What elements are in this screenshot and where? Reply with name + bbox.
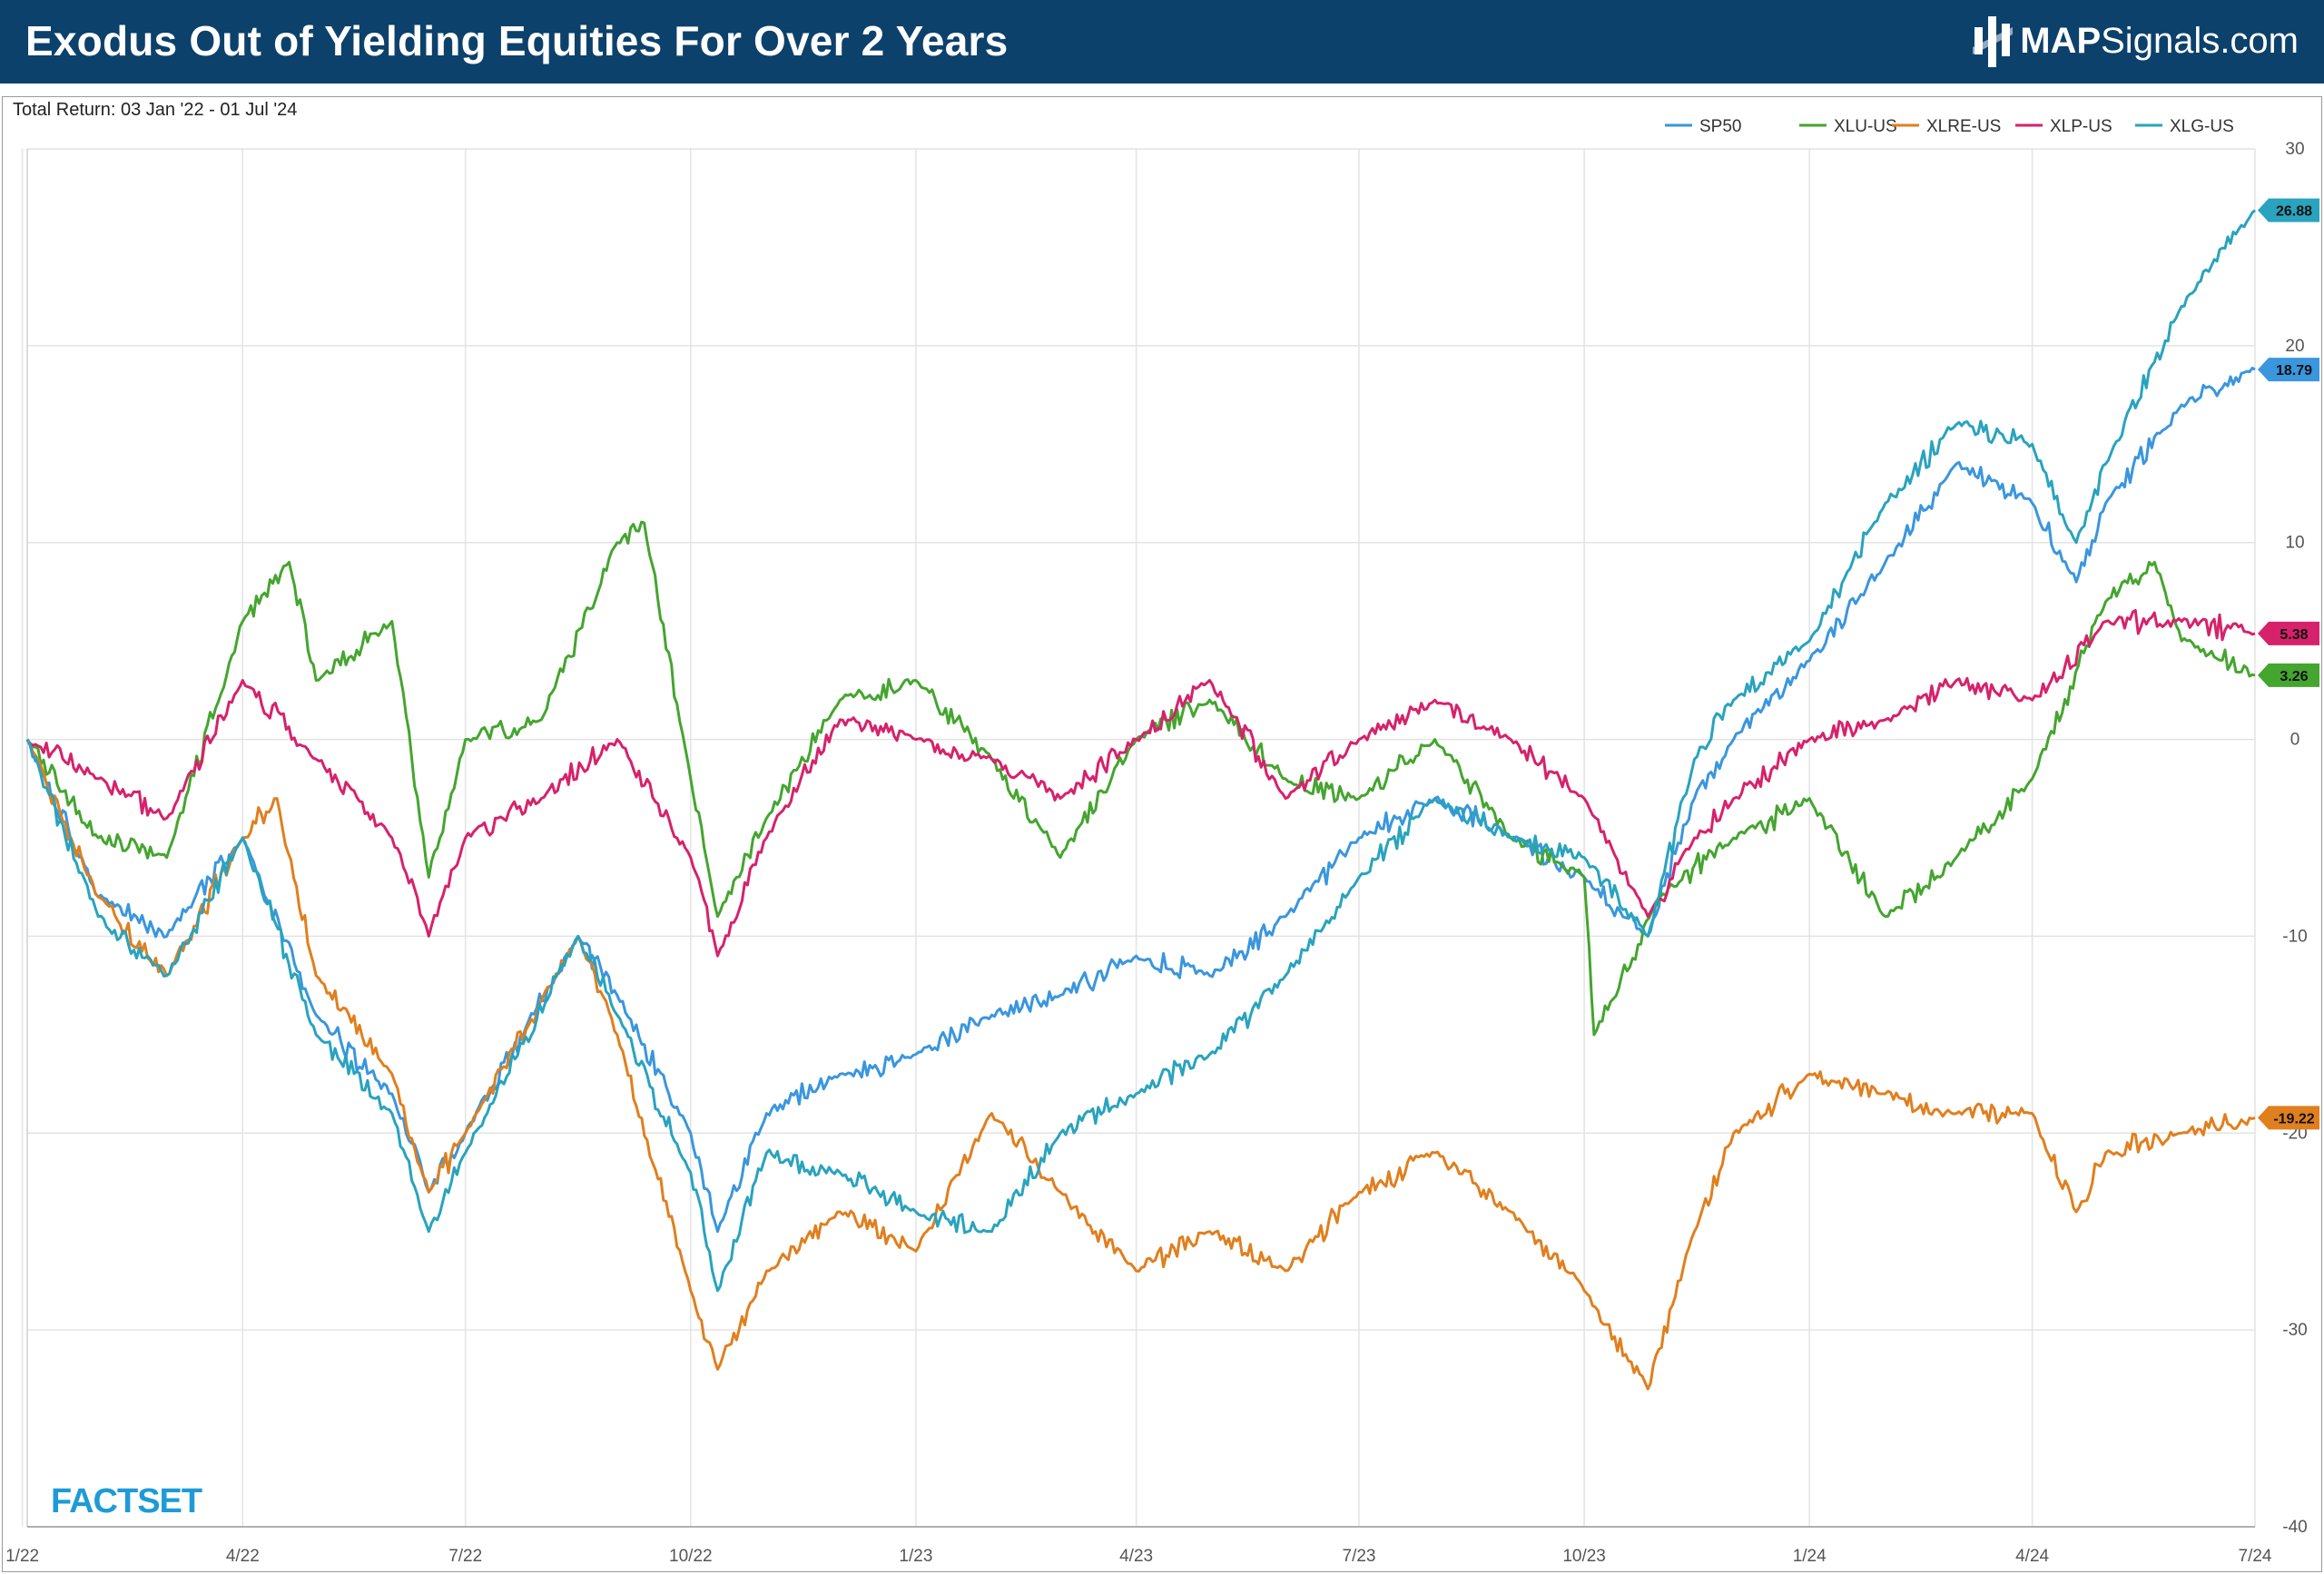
legend-label: XLRE-US [1926, 117, 2001, 136]
x-tick-label: 7/23 [1343, 1547, 1376, 1566]
legend-item-sp50[interactable]: SP50 [1665, 117, 1741, 136]
legend-label: XLP-US [2050, 117, 2112, 136]
y-tick-label: 10 [2285, 534, 2304, 553]
legend-label: XLG-US [2170, 117, 2234, 136]
series-layer [25, 209, 2256, 1391]
y-tick-label: 0 [2290, 731, 2300, 750]
end-value-tag-shape [2258, 621, 2319, 645]
legend-item-xlre-us[interactable]: XLRE-US [1892, 117, 2001, 136]
label-layer: 18.79 3.26 -19.22 5.38 26.88 [2258, 198, 2319, 1130]
end-value-tag-shape [2258, 198, 2319, 222]
y-tick-label: -10 [2282, 927, 2307, 946]
end-value-label: 26.88 [2276, 204, 2312, 220]
mapsignals-logo-icon [1973, 16, 2014, 67]
x-tick-label: 10/22 [669, 1547, 713, 1566]
x-tick-label: 1/24 [1793, 1547, 1827, 1566]
series-line-xlg-us [25, 209, 2256, 1293]
end-value-tag: -19.22 [2258, 1106, 2319, 1130]
end-value-tag: 3.26 [2258, 663, 2319, 687]
series-line-xlp-us [25, 608, 2256, 958]
x-tick-label: 1/22 [5, 1547, 39, 1566]
end-value-tag-shape [2258, 358, 2319, 382]
brand-name-rest: Signals.com [2101, 20, 2299, 61]
end-value-tag-shape [2258, 1106, 2319, 1130]
chart-frame [2, 96, 2322, 1572]
end-value-tag: 26.88 [2258, 198, 2319, 222]
legend-label: XLU-US [1834, 117, 1897, 136]
legend-label: SP50 [1699, 117, 1741, 136]
series-line-sp50 [25, 367, 2256, 1234]
x-tick-label: 4/23 [1119, 1547, 1153, 1566]
header-bar: Exodus Out of Yielding Equities For Over… [0, 0, 2324, 84]
legend[interactable]: SP50 XLU-US XLRE-US XLP-US XLG-US [1665, 117, 2234, 136]
x-tick-label: 4/24 [2015, 1547, 2049, 1566]
end-value-label: -19.22 [2273, 1111, 2314, 1126]
x-tick-label: 7/24 [2239, 1547, 2272, 1566]
brand-name-bold: MAP [2020, 20, 2102, 61]
x-tick-label: 4/22 [226, 1547, 260, 1566]
brand-logo: MAPSignals.com [1973, 11, 2299, 71]
y-tick-label: 20 [2285, 337, 2304, 356]
series-line-xlre-us [25, 738, 2256, 1391]
brand-name: MAPSignals.com [2020, 21, 2299, 62]
legend-item-xlg-us[interactable]: XLG-US [2135, 117, 2234, 136]
chart-subtitle: Total Return: 03 Jan '22 - 01 Jul '24 [13, 100, 298, 120]
legend-item-xlu-us[interactable]: XLU-US [1799, 117, 1897, 136]
end-value-tag: 5.38 [2258, 621, 2319, 645]
x-tick-label: 1/23 [899, 1547, 932, 1566]
end-value-label: 3.26 [2280, 669, 2308, 684]
end-value-tag-shape [2258, 663, 2319, 687]
x-tick-label: 10/23 [1562, 1547, 1606, 1566]
end-value-label: 5.38 [2280, 627, 2308, 643]
factset-logo: FACTSET [51, 1482, 202, 1520]
page-title: Exodus Out of Yielding Equities For Over… [25, 17, 1009, 64]
y-tick-label: -40 [2282, 1518, 2307, 1537]
series-line-xlu-us [25, 520, 2256, 1037]
legend-item-xlp-us[interactable]: XLP-US [2015, 117, 2112, 136]
end-value-label: 18.79 [2276, 363, 2312, 379]
y-tick-label: 30 [2285, 140, 2304, 159]
end-value-tag: 18.79 [2258, 358, 2319, 382]
x-tick-label: 7/22 [448, 1547, 482, 1566]
y-tick-label: -30 [2282, 1321, 2307, 1340]
